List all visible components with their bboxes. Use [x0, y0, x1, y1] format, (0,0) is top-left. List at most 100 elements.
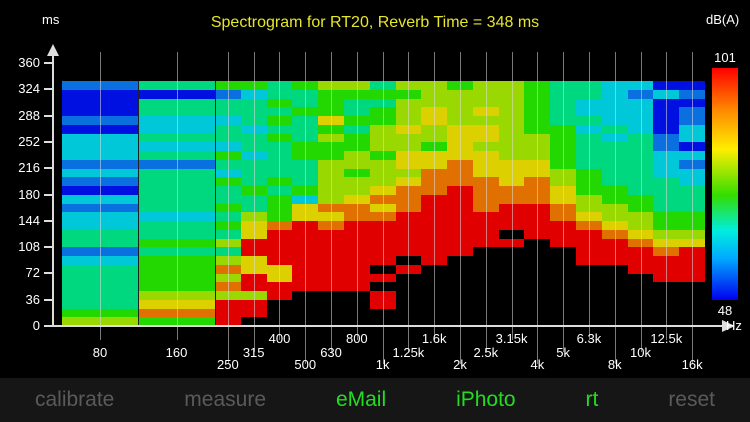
heatmap-cell: [498, 116, 525, 126]
heatmap-cell: [447, 299, 473, 309]
heatmap-cell: [447, 89, 473, 99]
y-tick-label: 324: [18, 81, 40, 97]
heatmap-cell: [447, 264, 473, 274]
colorbar-unit: dB(A): [706, 12, 740, 27]
heatmap-cell: [653, 238, 680, 248]
heatmap-cell: [653, 186, 680, 196]
heatmap-cell: [498, 186, 525, 196]
y-tick: [44, 140, 52, 143]
x-axis-unit: Hz: [726, 318, 742, 333]
frequency-gridline: [408, 52, 410, 352]
heatmap-cell: [447, 142, 473, 152]
y-tick-label: 144: [18, 212, 40, 228]
heatmap-cell: [550, 81, 577, 91]
heatmap-cell: [601, 186, 628, 196]
chart-title: Spectrogram for RT20, Reverb Time = 348 …: [210, 14, 540, 31]
heatmap-cell: [653, 107, 680, 117]
heatmap-cell: [550, 116, 577, 126]
heatmap-cell: [498, 256, 525, 266]
y-tick: [44, 272, 52, 275]
heatmap-cell: [447, 168, 473, 178]
iphoto-button[interactable]: iPhoto: [456, 388, 516, 411]
frequency-gridline: [176, 52, 178, 340]
measure-button[interactable]: measure: [184, 388, 266, 411]
email-button[interactable]: eMail: [335, 388, 387, 411]
reset-button[interactable]: reset: [668, 388, 715, 411]
x-tick-label: 4k: [530, 357, 545, 372]
y-tick: [44, 298, 52, 301]
heatmap-cell: [498, 168, 525, 178]
y-axis-arrow-icon: [47, 44, 59, 56]
frequency-gridline: [279, 52, 281, 340]
heatmap-cell: [653, 194, 680, 204]
x-tick-label: 250: [217, 357, 239, 372]
y-tick-label: 252: [18, 133, 40, 149]
heatmap-cell: [447, 308, 473, 318]
x-tick-label: 315: [242, 345, 265, 360]
x-tick-label: 1.25k: [392, 345, 425, 360]
frequency-gridline: [511, 52, 513, 340]
heatmap-cell: [601, 116, 628, 126]
frequency-gridline: [253, 52, 255, 352]
heatmap-cell: [550, 229, 577, 239]
heatmap-cell: [550, 186, 577, 196]
heatmap-cell: [550, 282, 577, 292]
heatmap-cell: [447, 177, 473, 187]
x-tick-label: 400: [268, 331, 291, 346]
x-tick-label: 8k: [607, 357, 622, 372]
frequency-gridline: [692, 52, 694, 364]
calibrate-button[interactable]: calibrate: [34, 388, 115, 411]
frequency-gridline: [227, 52, 229, 364]
heatmap-cell: [601, 107, 628, 117]
heatmap-cell: [447, 238, 473, 248]
heatmap-cell: [498, 212, 525, 222]
heatmap-cell: [447, 247, 473, 257]
frequency-gridline: [382, 52, 384, 364]
heatmap-cell: [601, 194, 628, 204]
x-tick-label: 5k: [556, 345, 571, 360]
heatmap-cell: [653, 203, 680, 213]
x-tick-label: 80: [92, 345, 108, 360]
heatmap-cell: [447, 159, 473, 169]
heatmap-cell: [447, 116, 473, 126]
heatmap-cell: [653, 81, 680, 91]
frequency-gridline: [434, 52, 436, 340]
heatmap-cell: [447, 98, 473, 108]
heatmap-cell: [653, 282, 680, 292]
y-tick: [44, 325, 52, 327]
heatmap-cell: [601, 81, 628, 91]
y-tick: [44, 114, 52, 117]
heatmap-cell: [498, 107, 525, 117]
heatmap-cell: [550, 212, 577, 222]
heatmap-cell: [447, 212, 473, 222]
heatmap-cell: [498, 299, 525, 309]
heatmap-cell: [653, 273, 680, 283]
heatmap-cell: [550, 194, 577, 204]
heatmap-cell: [498, 89, 525, 99]
heatmap-cell: [498, 264, 525, 274]
heatmap-cell: [498, 159, 525, 169]
heatmap-cell: [601, 238, 628, 248]
heatmap-cell: [653, 177, 680, 187]
heatmap-cell: [653, 264, 680, 274]
frequency-gridline: [331, 52, 333, 352]
y-tick-label: 0: [32, 318, 40, 333]
rt-button[interactable]: rt: [585, 388, 599, 411]
x-tick-label: 2.5k: [473, 345, 499, 360]
heatmap-cell: [653, 159, 680, 169]
heatmap-cell: [653, 133, 680, 143]
heatmap-cell: [447, 291, 473, 301]
frequency-gridline: [460, 52, 461, 364]
frequency-gridline: [356, 52, 358, 340]
x-tick-label: 3.15k: [495, 331, 528, 346]
heatmap-cell: [653, 229, 680, 239]
heatmap-cell: [498, 124, 525, 134]
heatmap-cell: [447, 282, 473, 292]
heatmap-cell: [601, 273, 628, 283]
heatmap-cell: [601, 159, 628, 169]
heatmap-cell: [601, 247, 628, 257]
y-tick: [44, 219, 52, 222]
heatmap-cell: [550, 256, 577, 266]
heatmap-cell: [447, 151, 473, 161]
heatmap-cell: [498, 273, 525, 283]
